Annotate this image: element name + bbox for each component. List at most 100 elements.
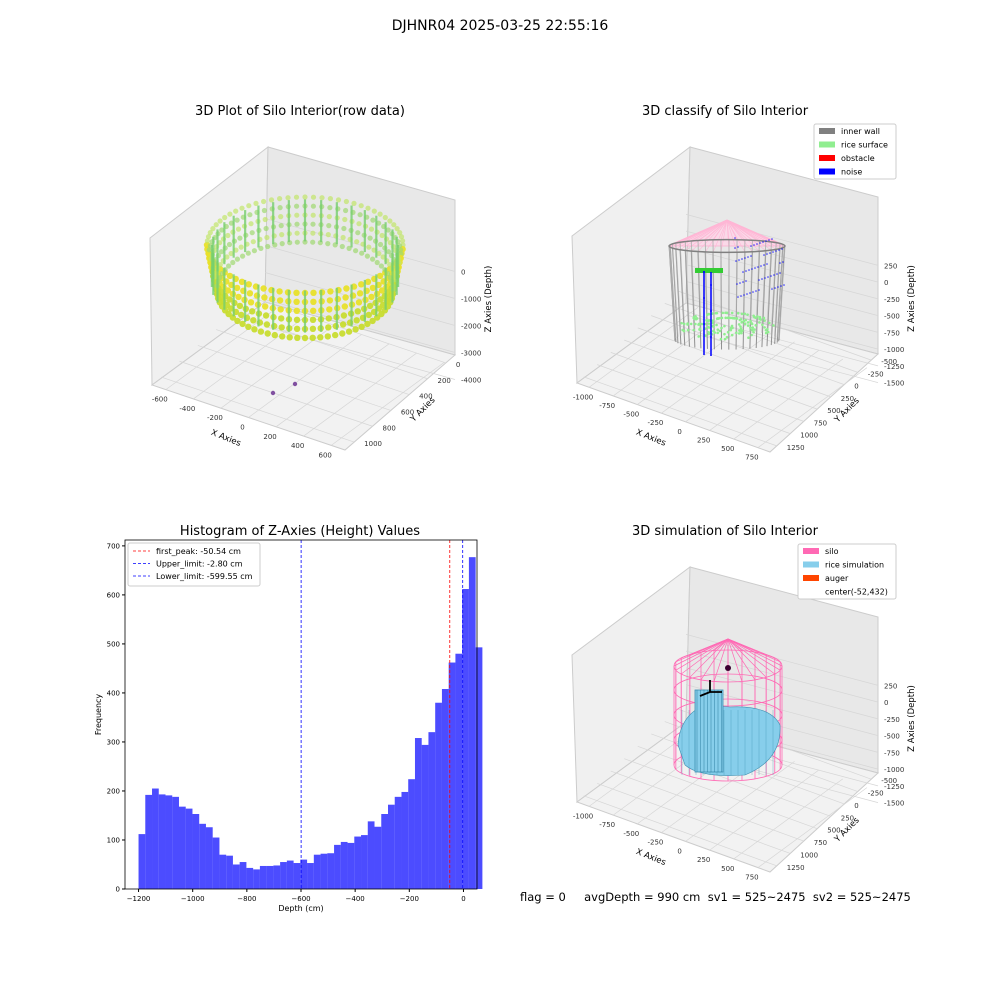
legend-swatch (819, 128, 835, 134)
histogram-bar (367, 821, 375, 889)
noise-point (710, 310, 712, 312)
rice-surface-point (768, 321, 771, 325)
classify-silo-roof-line (691, 219, 728, 242)
rice-surface-point (707, 319, 711, 322)
raw-point (356, 290, 364, 297)
z-tick-label: -1000 (884, 766, 904, 774)
rice-surface-point (763, 319, 766, 322)
histogram-bar (172, 796, 179, 889)
raw-point (366, 244, 372, 250)
raw-point (364, 320, 371, 328)
raw-point (227, 211, 233, 217)
rice-surface-point (726, 316, 730, 320)
raw-point (364, 253, 370, 259)
x-tick-label: -400 (179, 405, 195, 413)
grid-line (610, 770, 804, 842)
noise-point (710, 298, 712, 300)
raw-point (326, 214, 332, 220)
rice-surface-point (697, 335, 701, 338)
raw-point (253, 200, 259, 206)
noise-point (703, 343, 705, 345)
raw-point (228, 250, 234, 257)
noise-point (710, 346, 712, 348)
raw-point (387, 262, 393, 268)
legend-label: Upper_limit: -2.80 cm (156, 560, 243, 569)
histogram-bar (313, 854, 321, 889)
inner-wall-point (720, 239, 723, 331)
raw-point (310, 307, 317, 314)
grid-line (610, 352, 804, 422)
raw-point (246, 290, 254, 297)
raw-point (294, 230, 300, 236)
raw-point (301, 334, 309, 342)
rice-surface-point (721, 311, 725, 315)
y-tick-label: 600 (401, 408, 414, 416)
raw-point (387, 218, 393, 224)
x-axis-label: Depth (cm) (278, 904, 323, 913)
raw-point (377, 211, 383, 217)
x-tick-label: 600 (319, 451, 332, 459)
x-tick-label: −1200 (127, 895, 151, 903)
noise-point (710, 290, 712, 292)
raw-point (341, 225, 347, 232)
histogram-bar (145, 794, 153, 889)
noise-point (710, 272, 712, 274)
noise-point (703, 337, 705, 339)
x-tick-label: 750 (745, 454, 758, 462)
x-tick-label: -1000 (573, 812, 593, 820)
rice-surface-point (758, 321, 761, 324)
rice-surface-point (739, 327, 743, 331)
noise-point (703, 345, 705, 347)
noise-point (771, 238, 773, 240)
raw-outlier-point (292, 381, 298, 387)
histogram-bar (178, 806, 186, 889)
noise-point (763, 254, 765, 256)
noise-point (783, 284, 785, 286)
raw-point (219, 227, 225, 233)
legend-label: silo (825, 547, 839, 556)
histogram-bar (340, 841, 348, 889)
raw-point (371, 208, 377, 214)
raw-point (385, 227, 391, 233)
raw-point (234, 256, 240, 262)
noise-point (710, 288, 712, 290)
raw-point (343, 198, 349, 205)
raw-point (224, 287, 232, 294)
noise-point (758, 279, 760, 281)
histogram-bar (152, 788, 159, 889)
grid-line (583, 376, 777, 447)
silo-wireframe (700, 638, 729, 653)
legend-swatch (819, 168, 835, 175)
raw-point (226, 272, 234, 280)
raw-point (356, 221, 362, 227)
x-tick-label: 0 (240, 424, 244, 432)
raw-point (263, 225, 269, 232)
histogram-bar (253, 869, 260, 889)
rice-surface-point (694, 314, 697, 318)
classify-silo-roof-line (726, 219, 753, 241)
raw-point (250, 239, 256, 245)
grid-line (597, 783, 791, 854)
grid-line (709, 769, 819, 851)
rice-surface-point (729, 328, 733, 332)
inner-wall-point (742, 239, 746, 331)
silo-wireframe (689, 638, 729, 656)
noise-point (703, 275, 705, 277)
silo-wireframe (681, 638, 729, 675)
raw-point (250, 317, 257, 324)
raw-point (358, 281, 365, 288)
raw-point (293, 298, 300, 305)
inner-wall-point (766, 241, 772, 334)
noise-point (710, 284, 712, 286)
rice-surface-point (754, 316, 758, 320)
rice-surface-point (739, 325, 742, 328)
noise-point (735, 260, 737, 262)
rice-surface-point (707, 332, 711, 336)
rice-surface-point (698, 327, 702, 331)
raw-point (376, 272, 384, 280)
noise-point (779, 262, 781, 264)
rice-surface-point (695, 268, 723, 273)
raw-point (278, 324, 285, 331)
raw-point (339, 330, 346, 337)
raw-point (278, 214, 284, 220)
